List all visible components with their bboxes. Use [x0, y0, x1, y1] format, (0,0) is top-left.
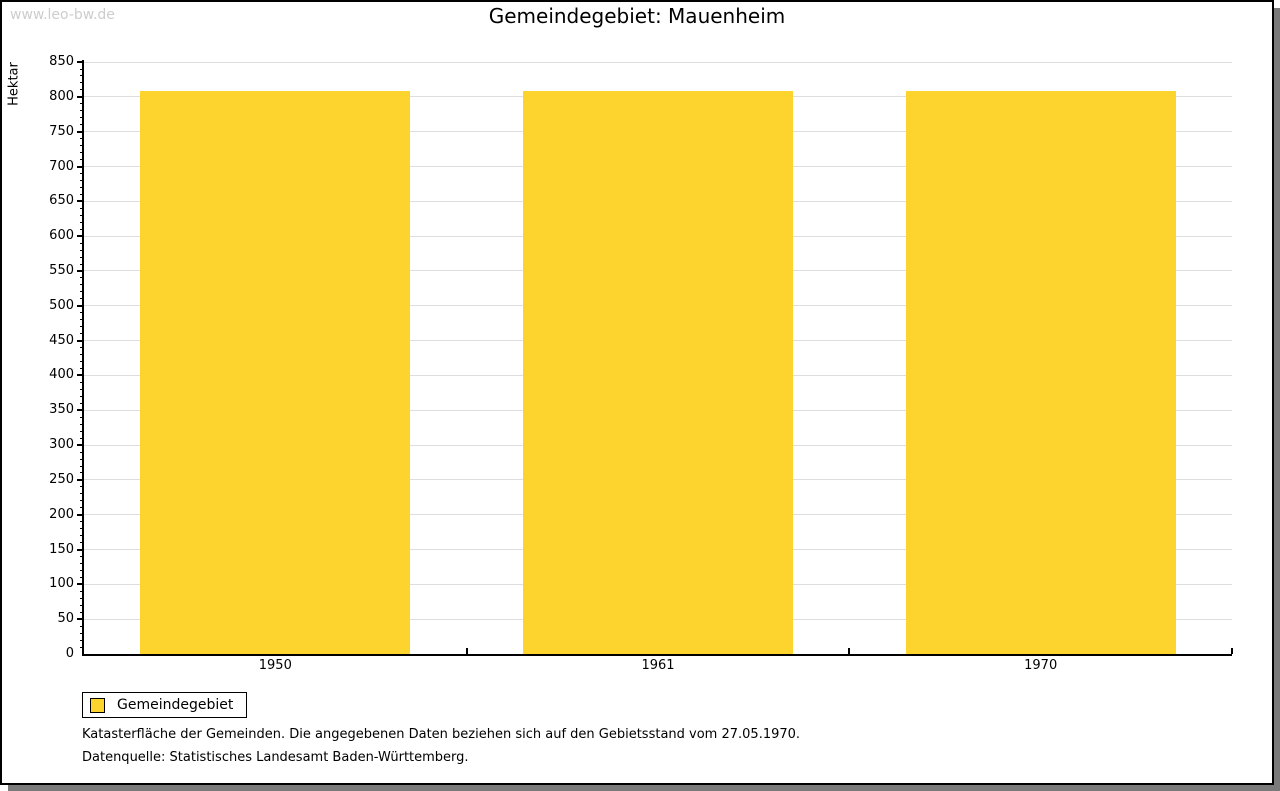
legend-label: Gemeindegebiet [117, 697, 234, 713]
y-axis-major-tick [77, 374, 84, 377]
y-axis-major-tick [77, 130, 84, 133]
y-axis-tick-label: 750 [49, 123, 74, 139]
y-axis-tick-label: 450 [49, 332, 74, 348]
window-shadow-bottom [8, 785, 1274, 791]
y-axis-major-tick [77, 409, 84, 412]
x-axis-tick [1231, 648, 1233, 654]
y-axis-tick-label: 700 [49, 158, 74, 174]
y-axis-major-tick [77, 444, 84, 447]
x-axis-line [82, 654, 1232, 656]
x-axis-tick-label: 1970 [1024, 658, 1058, 673]
y-axis-major-tick [77, 95, 84, 98]
gridline [84, 61, 1232, 63]
y-axis-tick-label: 500 [49, 297, 74, 313]
y-axis-major-tick [77, 200, 84, 203]
chart-title: Gemeindegebiet: Mauenheim [488, 4, 786, 28]
y-axis-major-tick [77, 61, 84, 63]
y-axis-major-tick [77, 513, 84, 516]
y-axis-tick-label: 200 [49, 506, 74, 522]
x-axis-tick-label: 1950 [258, 658, 292, 673]
x-axis-tick [465, 648, 468, 654]
y-axis-tick-label: 550 [49, 262, 74, 278]
y-axis-major-tick [77, 548, 84, 551]
y-axis-tick-label: 0 [65, 646, 74, 661]
y-axis-tick-label: 600 [49, 228, 74, 244]
legend-swatch [90, 697, 105, 713]
y-axis-tick-label: 350 [49, 402, 74, 418]
y-axis-line [82, 60, 84, 656]
y-axis-major-tick [77, 235, 84, 238]
y-axis-major-tick [77, 583, 84, 586]
y-axis-tick-label: 850 [49, 54, 74, 69]
y-axis-major-tick [77, 339, 84, 342]
y-axis-major-tick [77, 618, 84, 621]
chart-area: 1950 1961 1970 0 50 100 150 200 250 300 350 400 450 5… [2, 2, 1272, 783]
y-axis-tick-label: 150 [49, 541, 74, 557]
watermark: www.leo-bw.de [10, 7, 115, 23]
footnote: Katasterfläche der Gemeinden. Die angege… [82, 727, 801, 742]
y-axis-tick-label: 50 [57, 611, 74, 627]
y-axis-tick-label: 250 [49, 471, 74, 487]
bar-1961 [523, 91, 793, 654]
y-axis-tick-label: 300 [49, 437, 74, 453]
x-axis-tick-label: 1961 [641, 658, 675, 673]
y-axis-major-tick [77, 478, 84, 481]
window-shadow-right [1274, 8, 1280, 791]
y-axis-major-tick [77, 304, 84, 307]
y-axis-tick-label: 400 [49, 367, 74, 383]
y-axis-tick-label: 800 [49, 88, 74, 104]
legend: Gemeindegebiet [82, 692, 248, 718]
datasource-note: Datenquelle: Statistisches Landesamt Bad… [82, 750, 469, 765]
y-axis-major-tick [77, 269, 84, 272]
y-axis-tick-label: 100 [49, 576, 74, 592]
bar-1950 [140, 91, 411, 654]
y-axis-major-tick [77, 165, 84, 168]
x-axis-tick [848, 648, 851, 654]
y-axis-tick-label: 650 [49, 193, 74, 209]
bar-1970 [905, 91, 1176, 654]
